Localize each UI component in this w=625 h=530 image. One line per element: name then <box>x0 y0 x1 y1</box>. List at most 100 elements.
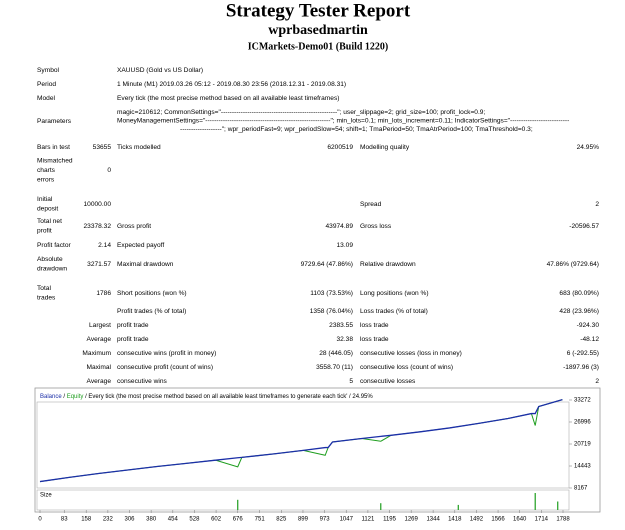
stat-label: Long positions (won %) <box>360 290 429 297</box>
x-tick-label: 232 <box>103 517 114 523</box>
stat-value: 2383.55 <box>329 322 353 329</box>
stat-value: 23378.32 <box>83 223 111 230</box>
size-bar <box>237 499 239 510</box>
stat-value: 3558.70 (11) <box>316 364 353 371</box>
parameters-label: Parameters <box>37 118 72 125</box>
y-tick-label: 14443 <box>574 464 591 470</box>
size-label: Size <box>40 493 52 499</box>
stat-label: Profit trades (% of total) <box>117 308 186 315</box>
stat-value: 53655 <box>93 144 112 151</box>
stat-label: Mismatched <box>37 157 73 164</box>
server-name: ICMarkets-Demo01 (Build 1220) <box>248 41 389 52</box>
expert-name: wprbasedmartin <box>268 23 368 38</box>
x-tick-label: 602 <box>211 517 222 523</box>
info-value: 1 Minute (M1) 2019.03.26 05:12 - 2019.08… <box>117 81 346 88</box>
x-tick-label: 0 <box>38 517 42 523</box>
info-value: XAUUSD (Gold vs US Dollar) <box>117 67 203 74</box>
x-tick-label: 158 <box>81 517 92 523</box>
x-tick-label: 973 <box>320 517 331 523</box>
stat-label: trades <box>37 295 56 302</box>
y-tick-label: 33272 <box>574 398 591 404</box>
stat-label: Ticks modelled <box>117 144 161 151</box>
x-tick-label: 1566 <box>491 517 505 523</box>
stat-label: Maximal drawdown <box>117 261 174 268</box>
stat-value: 1358 (76.04%) <box>310 308 353 315</box>
stat-value: -924.30 <box>577 322 600 329</box>
info-label: Model <box>37 95 55 102</box>
size-bar <box>380 503 382 510</box>
stat-label: consecutive wins <box>117 378 168 385</box>
stat-value: -48.12 <box>580 336 599 343</box>
stat-prefix: Maximal <box>86 364 111 371</box>
report-title: Strategy Tester Report <box>226 0 411 21</box>
stat-label: Gross profit <box>117 223 151 230</box>
stat-label: errors <box>37 176 55 183</box>
x-tick-label: 380 <box>146 517 157 523</box>
stat-label: profit <box>37 228 52 235</box>
info-label: Period <box>37 81 56 88</box>
stat-label: Profit factor <box>37 242 72 249</box>
x-tick-label: 676 <box>233 517 244 523</box>
stat-label: Relative drawdown <box>360 261 416 268</box>
stat-label: deposit <box>37 206 58 213</box>
x-tick-label: 1714 <box>535 517 549 523</box>
stat-value: 2.14 <box>98 242 111 249</box>
stat-value: 0 <box>107 167 111 174</box>
stat-value: 13.09 <box>336 242 353 249</box>
stat-label: Loss trades (% of total) <box>360 308 428 315</box>
stat-label: Total net <box>37 218 62 225</box>
stat-label: consecutive wins (profit in money) <box>117 350 216 357</box>
x-tick-label: 1492 <box>470 517 484 523</box>
stat-label: profit trade <box>117 336 149 343</box>
stat-label: Expected payoff <box>117 242 164 249</box>
y-tick-label: 8167 <box>574 486 588 492</box>
series-line <box>39 399 563 483</box>
plot-area <box>36 401 570 489</box>
stat-label: Gross loss <box>360 223 392 230</box>
y-tick-label: 26996 <box>574 420 591 426</box>
stat-value: 428 (23.96%) <box>559 308 599 315</box>
stat-value: 10000.00 <box>83 201 111 208</box>
stat-value: 9729.64 (47.86%) <box>301 261 353 268</box>
header-part: Equity <box>67 394 84 400</box>
stat-value: 6 (-292.55) <box>567 350 599 357</box>
size-bar <box>457 504 459 510</box>
info-label: Symbol <box>37 67 60 74</box>
stat-value: 2 <box>595 201 599 208</box>
stat-label: Absolute <box>37 256 63 263</box>
stat-prefix: Largest <box>89 322 111 329</box>
stat-value: 3271.57 <box>87 261 111 268</box>
parameters-line: magic=210612; CommonSettings="----------… <box>117 109 485 116</box>
size-bar <box>557 501 559 510</box>
header-part: Every tick (the most precise method base… <box>88 394 347 400</box>
stat-label: Initial <box>37 196 53 203</box>
chart-header: Balance / Equity / Every tick (the most … <box>40 394 373 400</box>
header-part: / <box>349 394 351 400</box>
stat-value: 683 (80.09%) <box>559 290 599 297</box>
x-tick-label: 528 <box>189 517 200 523</box>
x-tick-label: 1418 <box>448 517 462 523</box>
y-tick-label: 20719 <box>574 442 591 448</box>
header-part: Balance <box>40 394 62 400</box>
stat-value: 2 <box>595 378 599 385</box>
stat-label: consecutive losses <box>360 378 416 385</box>
stat-value: -1897.96 (3) <box>563 364 599 371</box>
x-tick-label: 899 <box>298 517 309 523</box>
info-value: Every tick (the most precise method base… <box>117 95 339 102</box>
stat-prefix: Average <box>87 378 112 385</box>
stat-label: consecutive profit (count of wins) <box>117 364 213 371</box>
x-tick-label: 1047 <box>340 517 354 523</box>
stat-label: profit trade <box>117 322 149 329</box>
x-tick-label: 1344 <box>426 517 440 523</box>
stat-label: consecutive loss (count of wins) <box>360 364 453 371</box>
stat-value: 28 (446.05) <box>319 350 353 357</box>
stat-value: 32.38 <box>336 336 353 343</box>
x-tick-label: 83 <box>61 517 68 523</box>
x-tick-label: 1269 <box>405 517 419 523</box>
x-tick-label: 454 <box>168 517 179 523</box>
stat-value: 6200519 <box>327 144 353 151</box>
parameters-line: MoneyManagementSettings="---------------… <box>117 117 569 124</box>
stat-value: 47.86% (9729.64) <box>547 261 599 268</box>
stat-label: Short positions (won %) <box>117 290 187 297</box>
x-tick-label: 1640 <box>513 517 527 523</box>
